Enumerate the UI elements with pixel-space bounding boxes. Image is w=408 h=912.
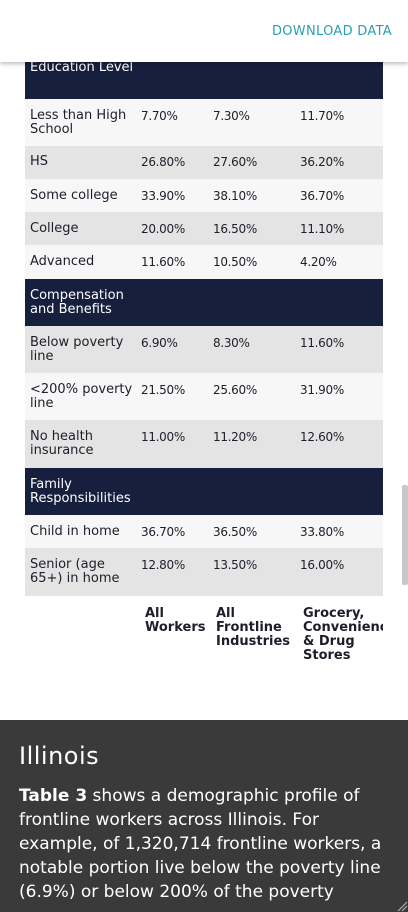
row-label: Child in home bbox=[30, 524, 120, 539]
value-cell: 31.90% bbox=[300, 383, 344, 397]
value-cell: 11.20% bbox=[213, 430, 257, 444]
value-cell: 11.60% bbox=[141, 255, 185, 269]
section-label: Family Responsibilities bbox=[30, 477, 131, 506]
value-cell: 36.70% bbox=[300, 189, 344, 203]
value-cell: 33.90% bbox=[141, 189, 185, 203]
value-cell: 16.00% bbox=[300, 558, 344, 572]
value-cell: 11.10% bbox=[300, 222, 344, 236]
download-data-link[interactable]: DOWNLOAD DATA bbox=[271, 24, 392, 39]
table-row: Below poverty line 6.90% 8.30% 11.60% bbox=[25, 326, 383, 373]
value-cell: 8.30% bbox=[213, 336, 250, 350]
summary-text: Table 3 shows a demographic profile of f… bbox=[19, 784, 395, 904]
value-cell: 7.70% bbox=[141, 109, 178, 123]
row-label: Advanced bbox=[30, 254, 95, 269]
table-row: Some college 33.90% 38.10% 36.70% bbox=[25, 179, 383, 212]
value-cell: 10.50% bbox=[213, 255, 257, 269]
top-bar: DOWNLOAD DATA bbox=[0, 0, 408, 62]
value-cell: 26.80% bbox=[141, 155, 185, 169]
summary-body: shows a demographic profile of frontline… bbox=[19, 786, 382, 902]
resize-grip-icon[interactable] bbox=[396, 900, 408, 912]
row-label: Some college bbox=[30, 188, 118, 203]
value-cell: 27.60% bbox=[213, 155, 257, 169]
value-cell: 12.60% bbox=[300, 430, 344, 444]
value-cell: 4.20% bbox=[300, 255, 337, 269]
table-row: Child in home 36.70% 36.50% 33.80% bbox=[25, 515, 383, 548]
row-label: Senior (age 65+) in home bbox=[30, 557, 120, 586]
value-cell: 36.70% bbox=[141, 525, 185, 539]
row-label: HS bbox=[30, 154, 49, 169]
value-cell: 38.10% bbox=[213, 189, 257, 203]
value-cell: 7.30% bbox=[213, 109, 250, 123]
value-cell: 20.00% bbox=[141, 222, 185, 236]
row-label: Below poverty line bbox=[30, 335, 124, 364]
value-cell: 11.70% bbox=[300, 109, 344, 123]
value-cell: 12.80% bbox=[141, 558, 185, 572]
column-header: All Workers bbox=[145, 606, 206, 635]
value-cell: 6.90% bbox=[141, 336, 178, 350]
value-cell: 36.50% bbox=[213, 525, 257, 539]
value-cell: 13.50% bbox=[213, 558, 257, 572]
row-label: <200% poverty line bbox=[30, 382, 133, 411]
row-label: No health insurance bbox=[30, 429, 94, 458]
value-cell: 36.20% bbox=[300, 155, 344, 169]
table-row: College 20.00% 16.50% 11.10% bbox=[25, 212, 383, 245]
table-row: <200% poverty line 21.50% 25.60% 31.90% bbox=[25, 373, 383, 420]
column-header: Grocery, Convenience & Drug Stores bbox=[303, 607, 383, 663]
table-row: HS 26.80% 27.60% 36.20% bbox=[25, 146, 383, 179]
table-row: Advanced 11.60% 10.50% 4.20% bbox=[25, 245, 383, 279]
section-header-row: Family Responsibilities bbox=[25, 468, 383, 515]
value-cell: 33.80% bbox=[300, 525, 344, 539]
table-reference: Table 3 bbox=[19, 786, 88, 806]
state-title: Illinois bbox=[19, 742, 100, 770]
table-row: Senior (age 65+) in home 12.80% 13.50% 16.0… bbox=[25, 548, 383, 596]
value-cell: 25.60% bbox=[213, 383, 257, 397]
state-summary-panel: Illinois Table 3 shows a demographic pro… bbox=[0, 720, 408, 912]
row-label: College bbox=[30, 221, 79, 236]
table-row: Less than High School 7.70% 7.30% 11.70% bbox=[25, 99, 383, 146]
section-label: Compensation and Benefits bbox=[30, 288, 124, 317]
table-row: No health insurance 11.00% 11.20% 12.60% bbox=[25, 420, 383, 468]
value-cell: 21.50% bbox=[141, 383, 185, 397]
value-cell: 11.60% bbox=[300, 336, 344, 350]
section-label: Education Level bbox=[30, 60, 134, 75]
row-label: Less than High School bbox=[30, 108, 127, 137]
section-header-row: Compensation and Benefits bbox=[25, 279, 383, 326]
value-cell: 16.50% bbox=[213, 222, 257, 236]
value-cell: 11.00% bbox=[141, 430, 185, 444]
column-header: All Frontline Industries bbox=[216, 606, 291, 649]
scrollbar[interactable] bbox=[402, 485, 408, 585]
